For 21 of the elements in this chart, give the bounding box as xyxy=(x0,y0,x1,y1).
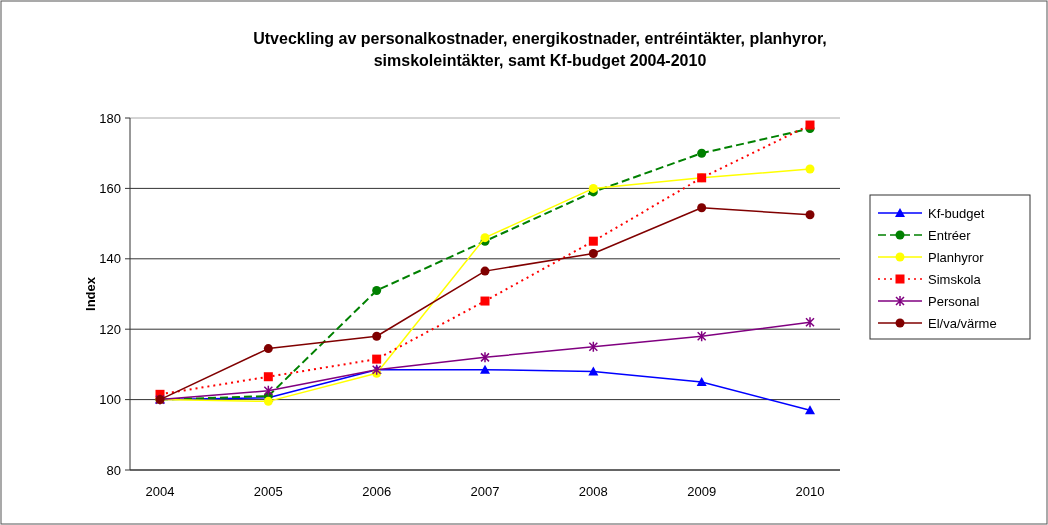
y-tick-label: 180 xyxy=(99,110,121,126)
y-tick-label: 80 xyxy=(106,462,121,478)
x-tick-label: 2004 xyxy=(145,484,175,499)
y-tick-label: 100 xyxy=(99,392,121,408)
y-tick-label: 120 xyxy=(99,321,121,337)
x-tick-label: 2006 xyxy=(362,484,392,499)
chart-title: Utveckling av personalkostnader, energikostnader, entréintäkter, planhyror, simskoleintäkter, samt Kf-budget 2004-2010 xyxy=(253,30,827,69)
legend-label: El/va/värme xyxy=(928,315,997,331)
x-tick-label: 2008 xyxy=(578,484,608,499)
y-tick-label: 140 xyxy=(99,251,121,267)
y-axis-title: Index xyxy=(83,276,98,311)
x-tick-label: 2005 xyxy=(253,484,283,499)
legend-label: Entréer xyxy=(928,227,972,243)
legend-label: Personal xyxy=(928,293,980,309)
x-tick-label: 2010 xyxy=(795,484,825,499)
legend-label: Planhyror xyxy=(928,249,985,265)
legend-label: Kf-budget xyxy=(928,205,985,221)
legend-label: Simskola xyxy=(928,271,982,287)
x-tick-label: 2007 xyxy=(470,484,500,499)
y-tick-label: 160 xyxy=(99,180,121,196)
x-tick-label: 2009 xyxy=(687,484,717,499)
